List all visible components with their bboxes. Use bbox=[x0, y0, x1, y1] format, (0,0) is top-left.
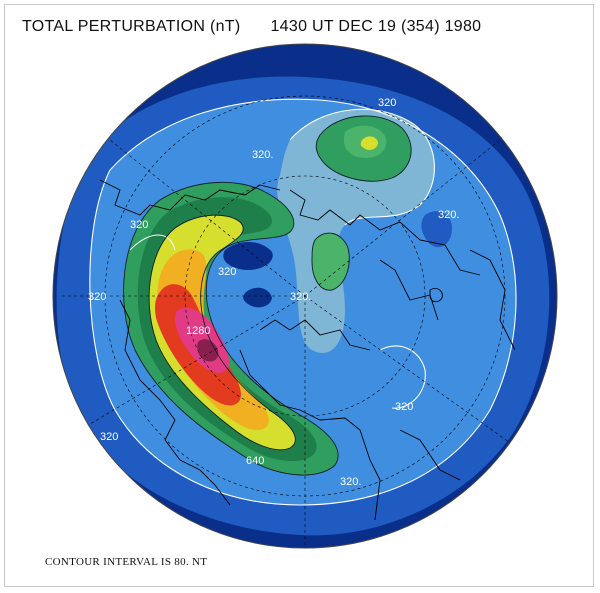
contour-label: 320 bbox=[100, 431, 118, 443]
contour-level-4-east bbox=[312, 233, 350, 291]
contour-level-5-north bbox=[360, 136, 378, 150]
title-label: TOTAL PERTURBATION (nT) bbox=[22, 18, 241, 35]
contour-label: 320 bbox=[395, 401, 413, 413]
figure-title: TOTAL PERTURBATION (nT) 1430 UT DEC 19 (3… bbox=[22, 18, 481, 36]
coastlines bbox=[99, 179, 516, 521]
contour-label: 320 bbox=[218, 266, 236, 278]
graticule bbox=[60, 95, 521, 548]
contour-label: 320. bbox=[438, 209, 459, 221]
title-timestamp: 1430 UT DEC 19 (354) 1980 bbox=[270, 18, 482, 35]
contour-label: 320. bbox=[290, 291, 311, 303]
contour-label: 320 bbox=[130, 219, 148, 231]
contour-label: 320. bbox=[252, 149, 273, 161]
contour-label: 320 bbox=[88, 291, 106, 303]
figure-frame bbox=[4, 4, 594, 587]
contour-label: 320 bbox=[378, 97, 396, 109]
contour-pocket-dark-3 bbox=[421, 211, 452, 248]
contour-level-9-west bbox=[197, 339, 219, 362]
contour-pocket-dark-1 bbox=[223, 241, 273, 270]
contour-interval-note: CONTOUR INTERVAL IS 80. NT bbox=[45, 556, 208, 568]
contour-label: 1280 bbox=[186, 325, 210, 337]
contour-labels: 320 320. 320 320 320 1280 320. 320. 320 … bbox=[88, 97, 459, 488]
contour-lines-dark bbox=[123, 115, 412, 476]
contour-lines-white bbox=[89, 98, 517, 506]
contour-label: 320. bbox=[340, 476, 361, 488]
contour-fill-layer bbox=[53, 44, 557, 548]
map-boundary bbox=[52, 43, 558, 549]
contour-label: 640 bbox=[246, 455, 264, 467]
contour-pocket-dark-2 bbox=[243, 287, 272, 308]
